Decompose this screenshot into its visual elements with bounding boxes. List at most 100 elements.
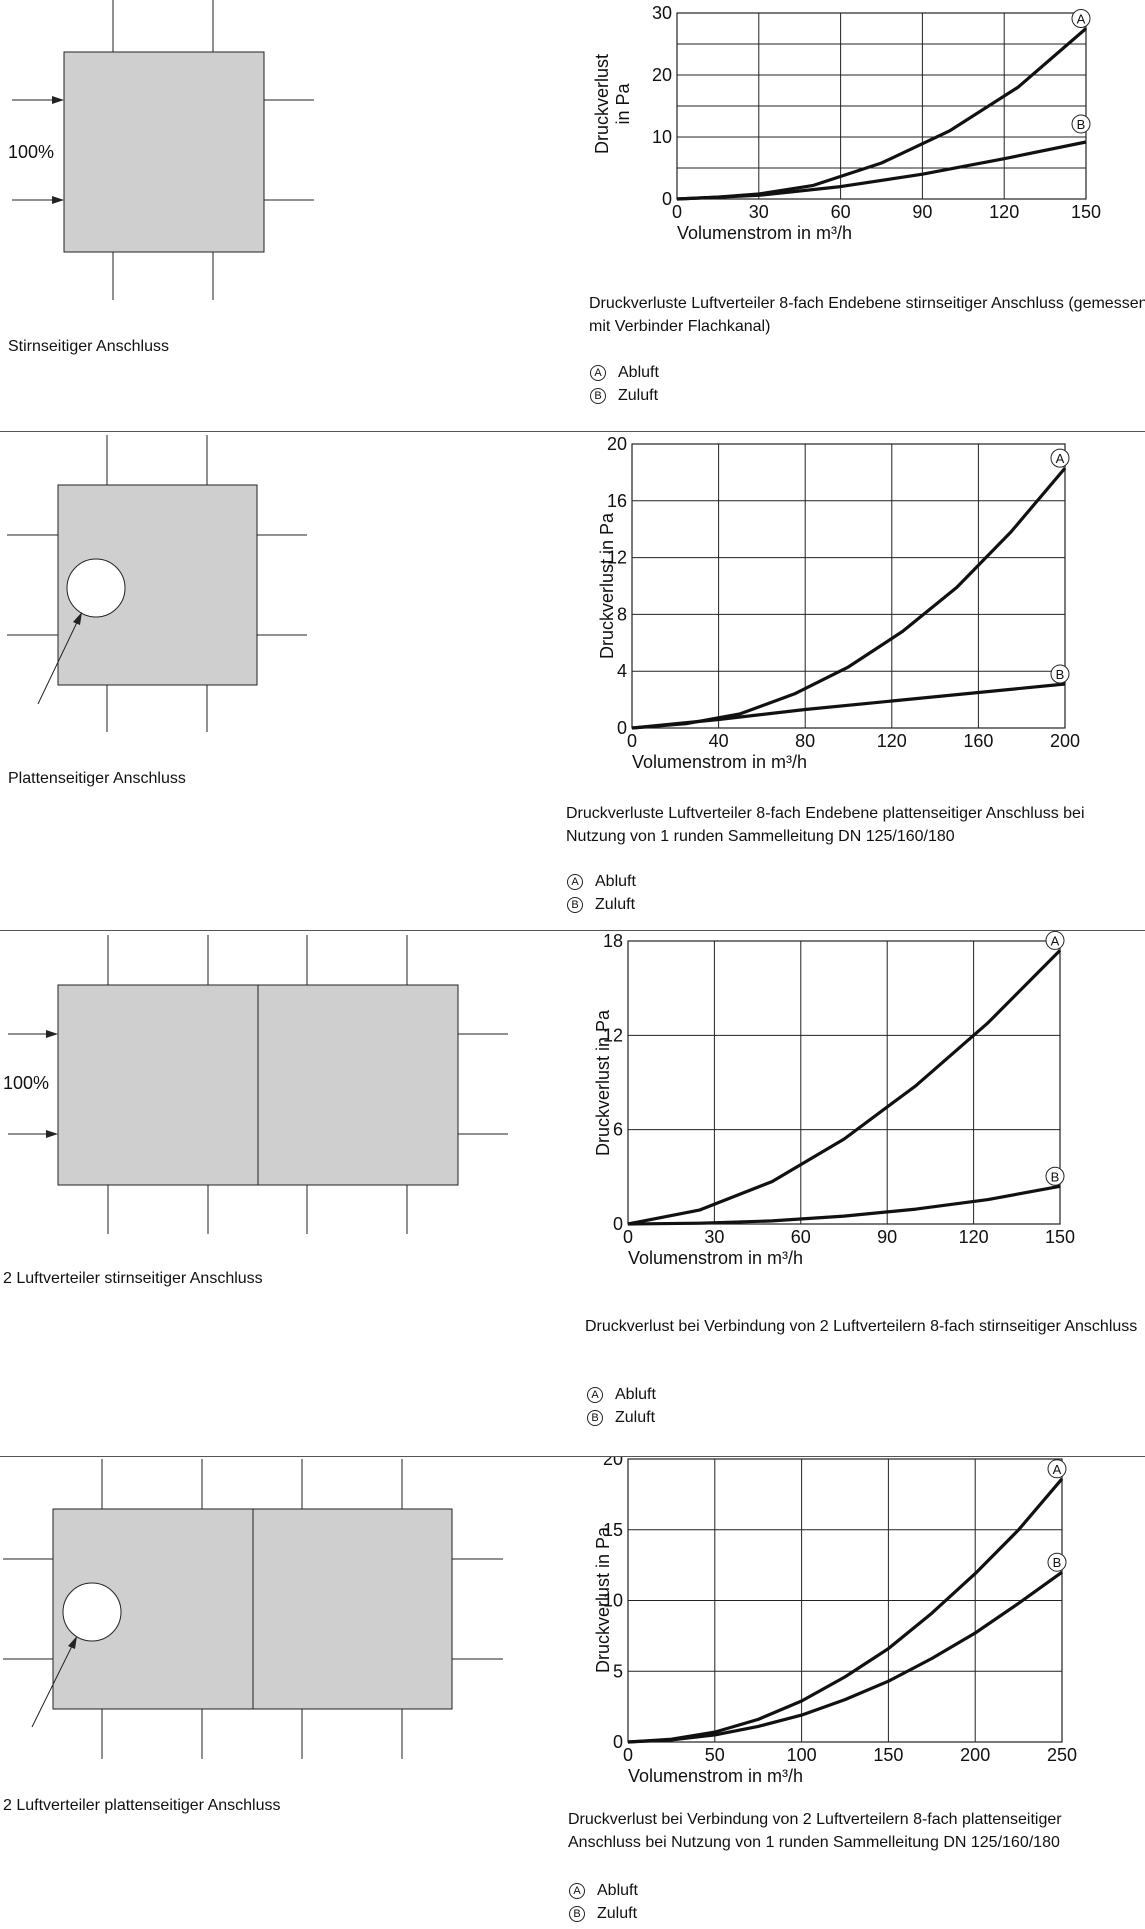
series-label-a: A [1056, 451, 1065, 466]
series-line-b [627, 1184, 1061, 1226]
legend-label-a: Abluft [597, 1882, 638, 1899]
x-axis-label: Volumenstrom in m³/h [628, 1248, 803, 1268]
y-tick-label: 4 [617, 661, 627, 681]
chart-caption: Druckverlust bei Verbindung von 2 Luftve… [585, 1318, 1138, 1335]
plot-frame [627, 940, 1061, 1225]
section-plattenseitig: Plattenseitiger Anschluss 0 40 80 120 160 200… [0, 432, 1145, 930]
series-line-a [676, 27, 1088, 201]
y-axis-label: Druckverlust in Pa [597, 512, 617, 659]
distributor-box [63, 51, 265, 253]
series-line-a [627, 1477, 1064, 1744]
x-axis-label: Volumenstrom in m³/h [677, 223, 852, 243]
percent-label: 100% [3, 1073, 50, 1093]
arrow-head-icon [68, 1636, 77, 1649]
series-label-a: A [1051, 933, 1060, 948]
chart-legend: A Abluft B Zuluft [569, 1879, 638, 1925]
y-tick-label: 16 [607, 491, 627, 511]
y-tick-label: 20 [652, 65, 672, 85]
series-marker-b [1071, 114, 1091, 134]
legend-item-a: A Abluft [590, 361, 659, 384]
y-axis-label: Druckverlust in Pa [593, 1526, 613, 1673]
distributor-box-right [252, 1508, 453, 1710]
legend-marker-a: A [567, 873, 583, 890]
legend-item-b: B Zuluft [590, 384, 659, 407]
section-stirnseitig: 100% Stirnseitiger Anschluss 0 30 60 90 120 1… [0, 0, 1145, 430]
pressure-loss-chart: 0 40 80 120 160 200 0 4 8 12 16 20 Volumenstrom in m… [597, 434, 1080, 772]
y-axis-label-line: Druckverlust [592, 54, 612, 154]
y-axis-label: Druckverlustin Pa [592, 54, 633, 154]
legend-item-b: B Zuluft [587, 1406, 656, 1429]
x-tick-label: 40 [709, 731, 729, 751]
distributor-diagram [12, 0, 314, 300]
chart-caption: Druckverlust bei Verbindung von 2 Luftve… [568, 1811, 1062, 1851]
arrow-head-icon [73, 612, 82, 625]
legend-item-b: B Zuluft [567, 893, 636, 916]
arrow-head-icon [52, 196, 64, 204]
y-axis-label-line: in Pa [613, 82, 633, 124]
series-marker-a [1045, 931, 1065, 950]
series-line-b [676, 140, 1087, 201]
x-tick-label: 120 [989, 202, 1019, 222]
y-tick-label: 6 [613, 1120, 623, 1140]
series-line-b [627, 1570, 1063, 1744]
connection-label: Stirnseitiger Anschluss [8, 338, 169, 355]
y-tick-label: 15 [603, 1520, 623, 1540]
section-divider [0, 431, 1145, 432]
arrow-head-icon [46, 1130, 58, 1138]
y-tick-label: 30 [652, 3, 672, 23]
y-tick-label: 20 [607, 434, 627, 454]
plot-frame [676, 12, 1087, 200]
series-label-b: B [1077, 117, 1086, 132]
x-tick-label: 120 [877, 731, 907, 751]
x-tick-label: 150 [1071, 202, 1101, 222]
plot-frame [631, 443, 1066, 729]
chart-legend: A Abluft B Zuluft [567, 870, 636, 916]
legend-marker-a: A [569, 1882, 585, 1899]
connection-label: Plattenseitiger Anschluss [8, 770, 186, 787]
legend-label-b: Zuluft [618, 387, 659, 404]
y-tick-label: 12 [607, 548, 627, 568]
series-marker-a [1047, 1459, 1067, 1479]
x-tick-label: 200 [1050, 731, 1080, 751]
x-tick-label: 60 [831, 202, 851, 222]
y-tick-label: 10 [603, 1591, 623, 1611]
legend-label-a: Abluft [595, 873, 636, 890]
series-label-a: A [1053, 1462, 1062, 1477]
percent-label: 100% [8, 142, 55, 162]
legend-item-a: A Abluft [567, 870, 636, 893]
x-tick-label: 90 [912, 202, 932, 222]
distributor-box-left [57, 984, 259, 1186]
section-2-stirnseitig: 100% 2 Luftverteiler stirnseitiger Ansch… [0, 931, 1145, 1455]
section-divider [0, 930, 1145, 931]
x-tick-label: 100 [787, 1745, 817, 1765]
legend-marker-b: B [569, 1905, 585, 1922]
chart-caption: Druckverluste Luftverteiler 8-fach Endeb… [589, 295, 1145, 335]
chart-legend: A Abluft B Zuluft [587, 1383, 656, 1429]
legend-item-b: B Zuluft [569, 1902, 638, 1925]
legend-label-b: Zuluft [595, 896, 636, 913]
series-label-a: A [1077, 12, 1086, 27]
legend-label-a: Abluft [615, 1386, 656, 1403]
section-divider [0, 1456, 1145, 1457]
y-tick-label: 5 [613, 1661, 623, 1681]
x-tick-label: 120 [959, 1227, 989, 1247]
x-tick-label: 50 [705, 1745, 725, 1765]
series-label-b: B [1053, 1555, 1062, 1570]
y-tick-label: 18 [603, 931, 623, 951]
y-tick-label: 0 [617, 718, 627, 738]
x-tick-label: 60 [791, 1227, 811, 1247]
pressure-loss-chart: 0 50 100 150 200 250 0 5 10 15 20 Volumenstrom in m… [593, 1457, 1077, 1786]
connection-label: 2 Luftverteiler stirnseitiger Anschluss [3, 1270, 263, 1287]
distributor-diagram [7, 435, 307, 732]
legend-marker-a: A [590, 364, 606, 381]
pointer-line [37, 615, 81, 705]
x-axis-label: Volumenstrom in m³/h [628, 1766, 803, 1786]
distributor-diagram [8, 935, 508, 1234]
y-axis-label: Druckverlust in Pa [593, 1009, 613, 1156]
series-label-b: B [1051, 1169, 1060, 1184]
x-tick-label: 150 [873, 1745, 903, 1765]
y-tick-label: 8 [617, 604, 627, 624]
legend-item-a: A Abluft [587, 1383, 656, 1406]
series-marker-a [1050, 448, 1070, 468]
